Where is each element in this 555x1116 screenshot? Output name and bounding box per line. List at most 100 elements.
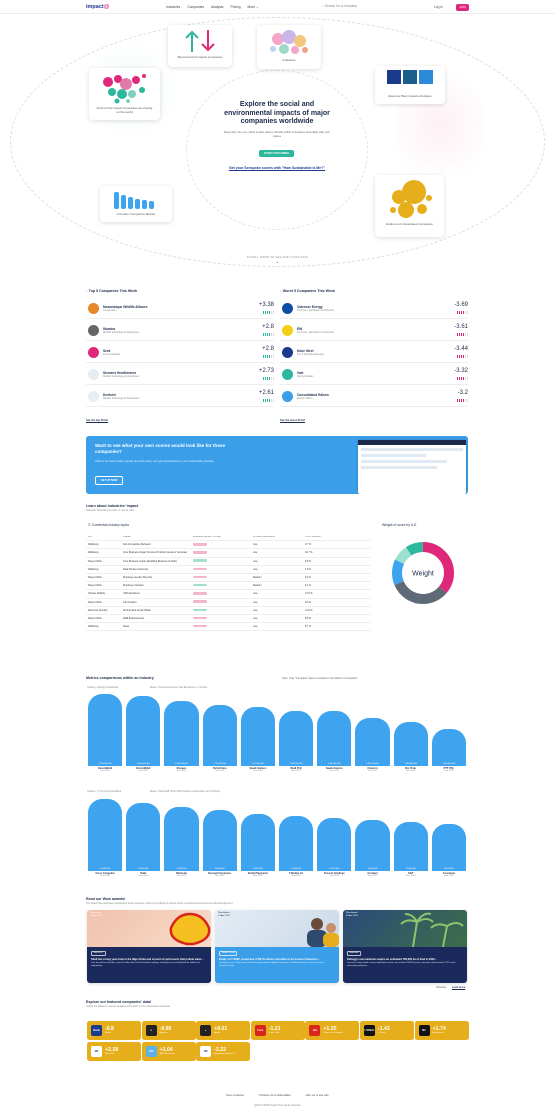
card-find-impact[interactable]: Find out the impact companies are having… (89, 68, 160, 120)
award-card-kelloggs[interactable]: Wow Award 09 Apr 2023 Mahindra Kellogg's … (343, 910, 467, 983)
chart-bar[interactable]: 1,390,000,000 (355, 718, 390, 766)
topic-theme: Employee Gender Diversity (123, 576, 153, 580)
card-industries[interactable]: Industries (257, 25, 321, 69)
company-logo (88, 369, 99, 380)
nav-companies[interactable]: Companies (187, 5, 204, 9)
card-analyses[interactable]: Read our Best Impacts Analyses (375, 66, 445, 104)
company-name: Dentsinl (103, 393, 116, 397)
company-logo-icon: J&J (309, 1025, 321, 1036)
chart-bar[interactable]: 2,100,000,000 (88, 694, 123, 766)
arrows-up-down-icon (185, 30, 215, 52)
featured-company-card[interactable]: DM -2.22 Expedition Mundo Co. (196, 1042, 251, 1061)
table-row[interactable]: Wellbeing Data Privacy & Security Low 1.8 % (86, 566, 371, 574)
awards-load-more-link[interactable]: Load more (452, 986, 466, 989)
score-dispersion: Low (253, 608, 258, 612)
table-row[interactable]: Decent Work Employee Inclusion Medium 2.1 % (86, 582, 371, 591)
topic-theme: GHG Emissions (123, 592, 141, 596)
bar-value-label: 17,000,000 (176, 867, 187, 870)
featured-company-card[interactable]: MC +1.74 Mastercard (414, 1021, 469, 1040)
featured-company-card[interactable]: Coca -1.21 Coca-Cola (250, 1021, 305, 1040)
see-top-list-link[interactable]: See the top 20 list (86, 419, 109, 422)
footer-contact-link[interactable]: Nous contacter (226, 1094, 245, 1097)
company-row[interactable]: Dentsinl Medical Technology and Equipment… (86, 387, 274, 407)
nav-more[interactable]: More ⌄ (247, 5, 259, 9)
chart-bar[interactable]: 12,500,000 (431, 823, 466, 871)
company-row[interactable]: Kobe Steel Iron & Steel Manufacturing -3.4… (280, 343, 468, 363)
company-row[interactable]: Consolidated Edison Electric Utilities -3.… (280, 387, 468, 407)
chart-bar[interactable]: 17,000,000 (164, 806, 199, 871)
nav-industries[interactable]: Industries (166, 5, 181, 9)
table-row[interactable]: Decent Work Employee Gender Diversity Medi… (86, 574, 371, 583)
topic-weight: 0.7 % (305, 543, 312, 547)
chart-bar[interactable]: 14,000,000 (317, 817, 352, 871)
company-row[interactable]: Siemens Healthineers Medical Technology a… (86, 365, 274, 385)
chart-bar[interactable]: 15,000,000 (240, 814, 275, 871)
award-card-shell[interactable]: Wow Award 15 Apr 2023 Shell PLC Shell has… (87, 910, 211, 983)
login-link[interactable]: Log in (434, 5, 443, 9)
company-info: Mozambique Wildlife Alliance Conservation (103, 305, 147, 312)
signup-button[interactable]: Join (456, 3, 470, 11)
table-row[interactable]: Decent Work Core Business Impact (Enablin… (86, 558, 371, 566)
company-score: -3.32 (454, 368, 468, 374)
featured-company-card[interactable]: ● +0.01 Apple (196, 1021, 251, 1040)
setup-now-button[interactable]: SET UP NOW (95, 476, 124, 485)
chart-bar[interactable]: 2,040,000,000 (126, 696, 161, 766)
award-card-diversity[interactable]: Wow Award 10 Apr 2023 Tenasr Group Enabi,… (215, 910, 339, 983)
score-dispersion: Low (253, 600, 258, 604)
chart-bar[interactable]: 1,280,000,000 (393, 722, 428, 766)
footer-website-link[interactable]: Aller sur le site web (305, 1094, 329, 1097)
card-best-worst[interactable]: Best and worst impact companies (168, 25, 232, 67)
featured-company-card[interactable]: MS +2.28 Microsoft (87, 1042, 141, 1061)
impact-score-indicator (193, 608, 253, 613)
featured-company-card[interactable]: a -0.96 Amazon (141, 1021, 196, 1040)
company-row[interactable]: Mozambique Wildlife Alliance Conservation… (86, 299, 274, 319)
chart-bar[interactable]: 16,000,000 (202, 810, 237, 871)
start-exploring-button[interactable]: START EXPLORING (259, 150, 295, 157)
chart-bar[interactable]: 13,500,000 (355, 819, 390, 871)
company-logo-icon: Coca (254, 1025, 266, 1036)
chart-bar[interactable]: 14,500,000 (279, 816, 314, 871)
chart-bar[interactable]: 19,000,000 (88, 799, 123, 871)
chart-bar[interactable]: 1,600,000,000 (279, 711, 314, 766)
chart-bar[interactable]: 1,790,000,000 (202, 704, 237, 766)
table-row[interactable]: Resource Security Product End-of-Life Was… (86, 607, 371, 615)
featured-company-card[interactable]: J&J +1.25 Johnson & Johnson (305, 1021, 360, 1040)
featured-company-card[interactable]: L'OREAL -1.42 L'Oreal (360, 1021, 414, 1040)
awards-previous-link[interactable]: Previous (436, 986, 447, 989)
chart-bar[interactable]: 1,590,000,000 (317, 711, 352, 766)
featured-company-card[interactable]: Nestle -0.8 Nestle (87, 1021, 141, 1040)
award-meta: Wow Award 15 Apr 2023 (90, 912, 102, 917)
table-row[interactable]: Climate Stability GHG Emissions Low 13.9 % (86, 590, 371, 599)
company-row[interactable]: Vale Mining & Metals -3.32 (280, 365, 468, 385)
table-row[interactable]: Decent Work SME Empowerment Low 9.8 % (86, 615, 371, 624)
nav-analysts[interactable]: Analysts (210, 5, 224, 9)
card-compare[interactable]: Compare Companies Metrics (100, 186, 172, 222)
table-row[interactable]: Decent Work Job Creation Low 0.9 % (86, 599, 371, 607)
company-row[interactable]: Illumina Medical Technology and Equipment… (86, 321, 274, 341)
company-row[interactable]: Seek Internet & Media +2.8 (86, 343, 274, 363)
topic-weight: 13.9 % (305, 592, 313, 596)
chart-bar[interactable]: 18,000,000 (126, 802, 161, 871)
featured-company-card[interactable]: ADP +1.04 ADP Resources (141, 1042, 196, 1061)
chart-bar[interactable]: 13,000,000 (393, 821, 428, 871)
featured-score: -1.42 L'Oreal (378, 1025, 390, 1035)
table-row[interactable]: Wellbeing Core Business Impact (Income Or… (86, 549, 371, 558)
see-worst-list-link[interactable]: See the worst 20 list (280, 419, 305, 422)
chart-bar[interactable]: 1,710,000,000 (240, 707, 275, 766)
chart-bar[interactable]: 1,090,000,000 (431, 728, 466, 766)
seespoke-link[interactable]: Get your Seespoke scores with "How Susta… (228, 166, 326, 170)
footer-privacy-link[interactable]: Politique de confidentialité (259, 1094, 291, 1097)
company-row[interactable]: Ostrovoe Energy Oil & Gas - Exploration &… (280, 299, 468, 319)
bar-value-label: 2,040,000,000 (136, 762, 150, 765)
bar-category-label: SAP Year 2022 (405, 872, 416, 877)
table-row[interactable]: Wellbeing Taxes Low 8.7 % (86, 623, 371, 632)
nav-pricing[interactable]: Pricing (230, 5, 241, 9)
card-showcase[interactable]: Explore our showcased companies (375, 175, 444, 237)
search-input[interactable]: ⌕ Search for a company (322, 4, 358, 8)
company-score: -3.44 (454, 346, 468, 352)
chart-bar[interactable]: 1,910,000,000 (164, 700, 199, 766)
company-info: Siemens Healthineers Medical Technology a… (103, 371, 139, 378)
company-row[interactable]: ENI Oil & Gas - Exploration & Production -… (280, 321, 468, 341)
table-row[interactable]: Wellbeing Anti-Competitive Behavior Low 0.7… (86, 541, 371, 550)
logo[interactable]: impact@ (86, 4, 110, 10)
